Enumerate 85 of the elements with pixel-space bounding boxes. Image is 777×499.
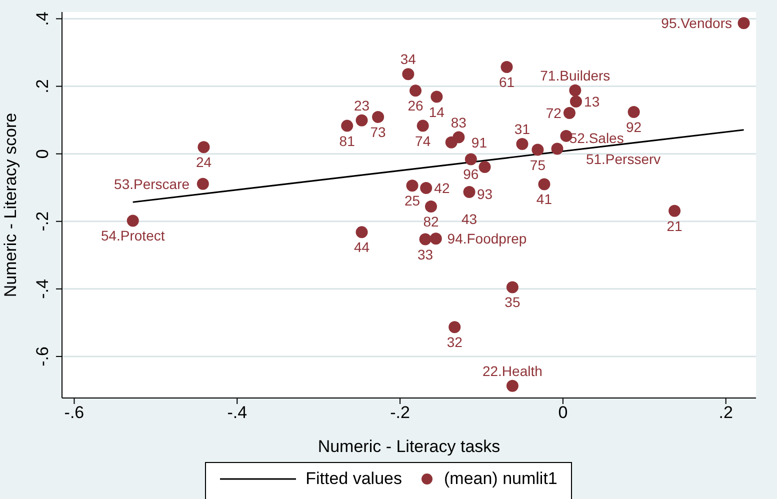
point (668, 204, 681, 217)
point (424, 200, 437, 213)
annotation: 83 (450, 114, 467, 130)
point (538, 178, 550, 190)
point (406, 180, 418, 192)
y-tick-label: 0 (33, 149, 52, 159)
point (341, 120, 354, 132)
y-tick-label: -.2 (33, 211, 52, 232)
annotation: 22.Health (482, 362, 542, 379)
point (516, 138, 528, 150)
annotation: 74 (415, 132, 431, 149)
annotation: 25 (404, 192, 420, 209)
annotation: 44 (354, 239, 370, 256)
point (430, 90, 443, 103)
point (416, 120, 429, 132)
point (738, 17, 750, 30)
point (126, 214, 139, 227)
y-axis-title: Numeric - Literacy score (1, 112, 20, 298)
annotation: 94.Foodprep (447, 230, 527, 247)
annotation: 42 (434, 180, 450, 196)
annotation: 43 (461, 211, 478, 227)
point (506, 281, 518, 294)
annotation: 31 (514, 121, 530, 138)
point (563, 106, 576, 119)
annotation: 14 (428, 104, 445, 120)
point (198, 141, 210, 154)
annotation: 34 (400, 51, 416, 68)
annotation: 75 (530, 156, 546, 173)
point (569, 84, 582, 96)
annotation: 96 (463, 166, 479, 182)
annotation: 93 (476, 186, 493, 202)
point (419, 233, 432, 246)
x-tick-label: -.4 (227, 403, 248, 422)
point (628, 106, 640, 118)
annotation: 71.Builders (540, 67, 610, 84)
y-tick-label: .4 (33, 12, 52, 26)
x-tick-label: 0 (558, 403, 568, 422)
annotation: 33 (418, 246, 434, 262)
annotation: 21 (666, 218, 683, 234)
point (356, 226, 368, 238)
annotation: 41 (536, 191, 552, 208)
annotation: 24 (196, 154, 212, 170)
annotation: 52.Sales (569, 130, 624, 146)
annotation: 73 (370, 124, 386, 140)
annotation: 72 (546, 104, 562, 121)
x-tick-label: -.2 (390, 403, 410, 422)
y-tick-label: .2 (33, 79, 52, 94)
legend-label: Fitted values (306, 469, 402, 489)
annotation: 53.Perscare (114, 176, 190, 192)
point (430, 232, 442, 245)
point (196, 178, 209, 190)
x-tick-label: .2 (718, 403, 733, 422)
point (570, 95, 582, 108)
y-tick-label: -.4 (33, 279, 52, 299)
annotation: 23 (354, 97, 370, 114)
annotation: 13 (584, 93, 600, 110)
point (500, 61, 513, 74)
annotation: 82 (423, 214, 439, 230)
x-tick-label: -.6 (64, 403, 84, 422)
point (551, 142, 564, 155)
annotation: 54.Protect (100, 228, 165, 244)
annotation: 51.Persserv (586, 150, 661, 167)
point (463, 186, 476, 198)
annotation: 32 (446, 334, 463, 350)
annotation: 81 (339, 132, 356, 149)
point (402, 68, 414, 80)
point (372, 111, 384, 124)
x-axis-title: Numeric - Literacy tasks (318, 437, 500, 456)
legend-label: (mean) numlit1 (444, 469, 558, 489)
point (506, 380, 518, 392)
annotation: 92 (626, 118, 642, 135)
annotation: 35 (504, 294, 520, 310)
point (532, 144, 544, 156)
point (410, 84, 422, 97)
annotation: 61 (498, 74, 515, 90)
point (452, 131, 465, 144)
point (356, 114, 368, 126)
point (448, 321, 461, 334)
point (478, 161, 491, 174)
annotation: 91 (471, 134, 488, 150)
annotation: 95.Vendors (661, 15, 732, 32)
point (464, 153, 477, 166)
y-tick-label: -.6 (33, 346, 52, 366)
annotation: 26 (408, 98, 424, 114)
point (420, 182, 432, 194)
